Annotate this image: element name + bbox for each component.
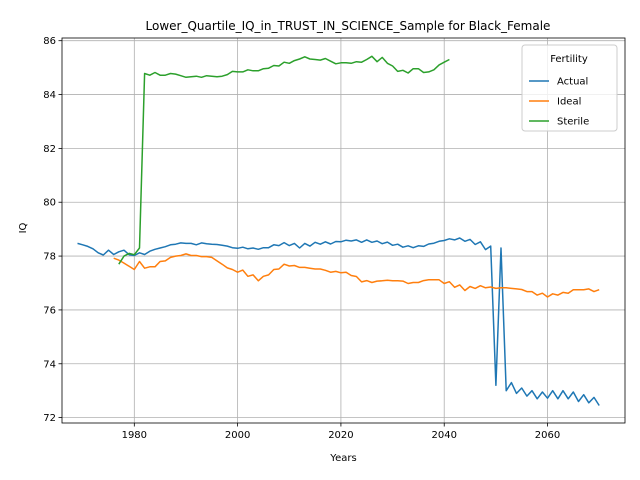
y-tick-label: 72: [43, 413, 56, 424]
y-tick-label: 78: [43, 252, 56, 263]
legend-box: [521, 44, 618, 132]
legend-label-sterile: Sterile: [557, 117, 589, 128]
series-line-ideal: [113, 253, 600, 298]
legend-title: Fertility: [550, 54, 588, 65]
x-axis-ticks: 1980 2000 2020 2040 2060: [122, 423, 560, 441]
y-axis-ticks: 72 74 76 78 80 82 84 86: [43, 36, 62, 424]
legend: Fertility Actual Ideal Sterile: [521, 44, 618, 132]
x-tick-label: 2060: [535, 430, 560, 441]
x-tick-label: 2040: [431, 430, 456, 441]
series-line-actual: [77, 237, 600, 406]
chart-title: Lower_Quartile_IQ_in_TRUST_IN_SCIENCE_Sa…: [146, 19, 551, 33]
y-tick-label: 74: [43, 359, 56, 370]
y-tick-label: 82: [43, 144, 56, 155]
x-axis-label: Years: [329, 453, 356, 464]
grid: [62, 38, 625, 423]
plot-frame: [61, 37, 626, 424]
y-tick-label: 80: [43, 198, 56, 209]
legend-label-actual: Actual: [557, 77, 588, 88]
y-tick-label: 76: [43, 305, 56, 316]
x-tick-label: 2020: [328, 430, 353, 441]
y-tick-label: 86: [43, 36, 56, 47]
series-line-sterile: [118, 55, 450, 265]
y-axis-label: IQ: [18, 222, 29, 233]
x-tick-label: 1980: [122, 430, 147, 441]
legend-items: Actual Ideal Sterile: [529, 77, 589, 128]
series-lines: [77, 55, 600, 406]
y-tick-label: 84: [43, 90, 56, 101]
legend-label-ideal: Ideal: [557, 97, 581, 108]
x-tick-label: 2000: [225, 430, 250, 441]
